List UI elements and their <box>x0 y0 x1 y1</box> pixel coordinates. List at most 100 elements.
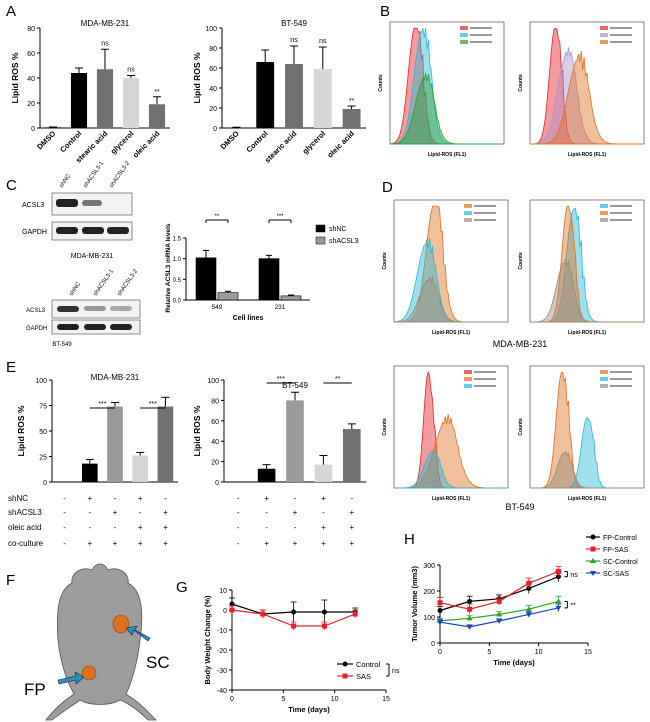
significance-marker: ** <box>154 89 160 96</box>
legend-entry <box>470 34 492 36</box>
legend-label: shACSL3 <box>329 238 359 245</box>
y-axis-title: Relative ACSL3 mRNA levels <box>165 223 172 312</box>
panel-label-g: G <box>176 579 188 596</box>
chart-title: BT-549 <box>282 381 308 390</box>
legend-entry <box>474 205 496 207</box>
blot-band <box>110 306 132 311</box>
condition-sign: - <box>294 494 297 503</box>
y-tick-label: -10 <box>217 628 227 635</box>
legend-marker <box>342 661 348 667</box>
y-tick-label: 0 <box>213 126 217 133</box>
significance-ns: ns <box>392 668 400 675</box>
blot-lane-label: shACSL3-1 <box>83 160 106 189</box>
legend-label: SAS <box>356 672 371 681</box>
y-axis-title: Lipid ROS % <box>192 52 202 103</box>
significance-ns: ns <box>319 38 327 45</box>
x-axis-title: Lipid-ROS (FL1) <box>568 152 606 158</box>
histogram-curve <box>530 416 644 489</box>
legend-swatch <box>464 218 472 222</box>
condition-sign: - <box>237 508 240 517</box>
significance-marker: *** <box>277 376 285 383</box>
bar <box>70 73 88 128</box>
data-point <box>229 601 235 607</box>
legend-entry <box>610 34 632 36</box>
legend-marker <box>590 534 596 540</box>
legend-entry <box>610 219 632 221</box>
condition-sign: - <box>63 539 66 548</box>
y-tick-label: 60 <box>27 51 35 58</box>
mouse-illustration: SC FP <box>24 563 170 721</box>
y-axis-title: Counts <box>518 418 524 435</box>
condition-sign: + <box>163 523 168 532</box>
legend-label: FP-SAS <box>603 547 629 554</box>
bar <box>258 258 280 301</box>
histogram-curve <box>530 50 644 145</box>
legend-swatch <box>315 224 326 233</box>
histogram-curve <box>394 450 508 489</box>
blot-caption-mda: MDA-MB-231 <box>71 253 114 260</box>
histogram-curve <box>530 259 644 323</box>
legend-entry <box>470 27 492 29</box>
y-tick-label: 0 <box>215 480 219 487</box>
x-tick-label: 5 <box>487 649 491 656</box>
condition-sign: - <box>265 508 268 517</box>
y-tick-label: 20 <box>211 460 219 467</box>
legend-label: Control <box>356 660 381 669</box>
condition-sign: - <box>265 523 268 532</box>
blot-lane-label: shACSL3-1 <box>93 268 116 297</box>
histogram-curve <box>530 207 644 323</box>
bar <box>280 295 302 301</box>
data-point <box>229 607 235 613</box>
legend-marker <box>590 546 596 552</box>
x-tick-label: 5 <box>281 696 285 703</box>
legend-entry <box>610 212 632 214</box>
y-tick-label: 0.0 <box>173 299 182 305</box>
bar <box>122 78 140 128</box>
blot-band <box>84 306 106 311</box>
legend-swatch <box>460 26 468 30</box>
y-tick-label: 100 <box>35 378 47 385</box>
legend-entry <box>470 41 492 43</box>
x-tick-label: 15 <box>382 696 390 703</box>
blot-band <box>107 227 129 234</box>
y-tick-label: 200 <box>423 589 435 596</box>
y-tick-label: 20 <box>209 106 217 113</box>
x-tick-label: 231 <box>275 304 286 311</box>
y-tick-label: -40 <box>217 688 227 695</box>
data-point <box>291 623 297 629</box>
y-axis-title: Tumor Volume (mm3) <box>410 566 419 642</box>
significance-ns: ns <box>127 67 135 74</box>
x-tick-label: oleic acid <box>325 129 356 160</box>
x-axis-title: Lipid-ROS (FL1) <box>428 152 466 158</box>
data-point <box>260 611 266 617</box>
legend-entry <box>474 212 496 214</box>
data-point <box>466 624 473 630</box>
legend-entry <box>610 41 632 43</box>
legend-entry <box>474 371 496 373</box>
chart-title: BT-549 <box>281 19 307 28</box>
bar <box>342 109 361 128</box>
x-axis-title: Time (days) <box>288 705 330 714</box>
panel-label-e: E <box>6 359 16 376</box>
y-tick-label: 40 <box>209 86 217 93</box>
condition-sign: + <box>163 508 168 517</box>
bar <box>148 104 166 128</box>
x-tick-label: 0 <box>230 696 234 703</box>
y-tick-label: 20 <box>27 101 35 108</box>
y-tick-label: 60 <box>211 419 219 426</box>
legend-swatch <box>600 384 608 388</box>
tumor-fp <box>81 665 97 681</box>
y-tick-label: 50 <box>39 429 47 436</box>
y-tick-label: 300 <box>423 563 435 570</box>
condition-sign: + <box>138 494 143 503</box>
condition-sign: - <box>88 508 91 517</box>
bar <box>96 69 114 128</box>
bar <box>107 406 123 482</box>
y-tick-label: 100 <box>205 26 217 33</box>
label-sc: SC <box>146 653 170 672</box>
significance-marker: *** <box>276 214 284 220</box>
x-tick-label: DMSO <box>219 129 241 151</box>
x-tick-label: Control <box>244 129 269 154</box>
panel-d-caption-mda: MDA-MB-231 <box>493 339 548 349</box>
significance-ns: ns <box>101 40 109 47</box>
